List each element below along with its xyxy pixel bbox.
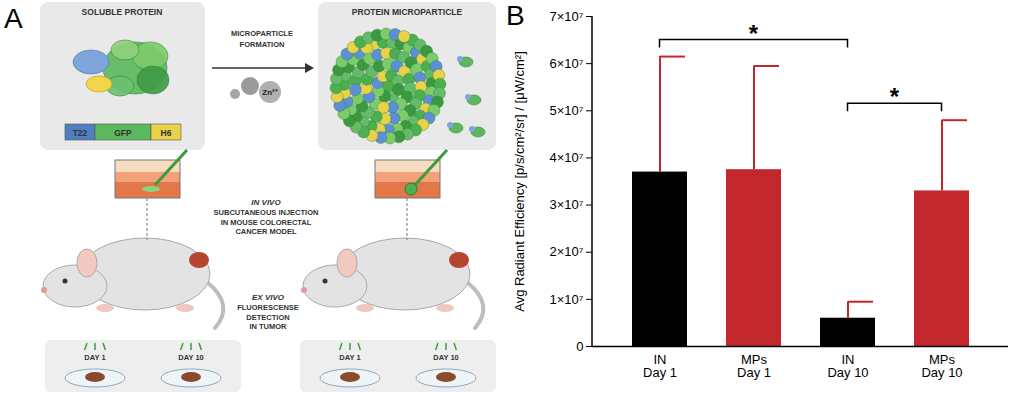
svg-text:DETECTION: DETECTION (246, 313, 289, 322)
svg-text:CANCER MODEL: CANCER MODEL (235, 227, 297, 236)
svg-text:5×10⁷: 5×10⁷ (550, 103, 584, 118)
svg-text:2×10⁷: 2×10⁷ (550, 244, 584, 259)
svg-text:DAY 10: DAY 10 (178, 353, 203, 362)
svg-text:SOLUBLE PROTEIN: SOLUBLE PROTEIN (82, 7, 163, 17)
svg-text:A: A (4, 3, 23, 34)
svg-text:EX VIVO: EX VIVO (252, 293, 285, 302)
svg-text:*: * (749, 20, 759, 47)
svg-text:IN VIVO: IN VIVO (251, 198, 281, 207)
svg-text:SUBCUTANEOUS INJECTION: SUBCUTANEOUS INJECTION (214, 208, 319, 217)
svg-text:IN MOUSE COLORECTAL: IN MOUSE COLORECTAL (221, 218, 312, 227)
svg-text:6×10⁷: 6×10⁷ (550, 56, 584, 71)
svg-text:IN TUMOR: IN TUMOR (249, 322, 287, 331)
svg-text:DAY 1: DAY 1 (84, 353, 105, 362)
svg-text:MPsDay 10: MPsDay 10 (921, 352, 962, 380)
svg-text:T22: T22 (73, 128, 88, 138)
svg-text:H6: H6 (161, 128, 172, 138)
html-text:B: B (506, 0, 525, 31)
svg-text:0: 0 (576, 339, 583, 354)
svg-text:FLUORESCENSE: FLUORESCENSE (237, 303, 299, 312)
svg-text:*: * (890, 83, 900, 110)
svg-text:GFP: GFP (114, 128, 132, 138)
svg-text:1×10⁷: 1×10⁷ (550, 292, 584, 307)
svg-text:4×10⁷: 4×10⁷ (550, 150, 584, 165)
svg-text:PROTEIN MICROPARTICLE: PROTEIN MICROPARTICLE (352, 7, 463, 17)
svg-text:INDay 1: INDay 1 (643, 352, 677, 380)
svg-text:3×10⁷: 3×10⁷ (550, 197, 584, 212)
svg-text:FORMATION: FORMATION (240, 40, 285, 49)
svg-text:Avg Radiant Efficiency [p/s/cm: Avg Radiant Efficiency [p/s/cm²/sr] / [μ… (512, 51, 527, 312)
svg-text:INDay 10: INDay 10 (827, 352, 868, 380)
svg-text:MICROPARTICLE: MICROPARTICLE (231, 29, 293, 38)
svg-text:7×10⁷: 7×10⁷ (550, 9, 584, 24)
svg-text:MPsDay 1: MPsDay 1 (737, 352, 771, 380)
svg-text:Zn²⁺: Zn²⁺ (262, 88, 277, 97)
svg-text:DAY 10: DAY 10 (433, 353, 458, 362)
svg-text:DAY 1: DAY 1 (339, 353, 360, 362)
